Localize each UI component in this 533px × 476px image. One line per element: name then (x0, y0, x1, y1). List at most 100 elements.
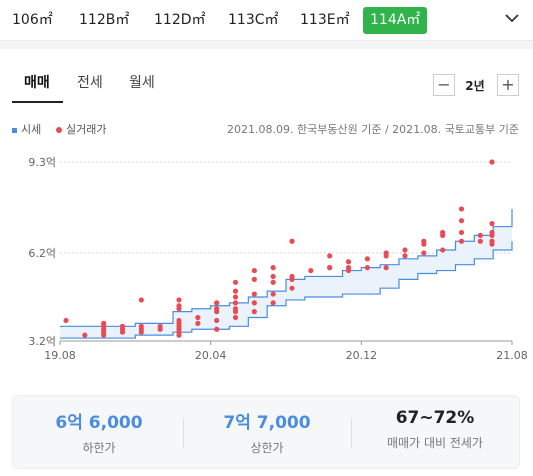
transaction-point (289, 276, 295, 282)
stat-jeonse-ratio: 67~72% 매매가 대비 전세가 (351, 408, 519, 451)
transaction-point (195, 320, 201, 326)
transaction-point (489, 229, 495, 236)
period-increase-button[interactable]: + (497, 74, 519, 96)
legend-transaction-swatch (56, 127, 62, 133)
period-decrease-button[interactable]: − (433, 74, 455, 96)
transaction-point (232, 300, 239, 306)
x-tick-label: 20.04 (195, 349, 227, 362)
transaction-point (364, 265, 370, 271)
transaction-point (345, 259, 352, 265)
size-tab-bar: 106㎡ 112B㎡ 112D㎡ 113C㎡ 113E㎡ 114A㎡ (0, 0, 533, 40)
y-tick-label: 6.2억 (28, 247, 56, 260)
size-tab-112b[interactable]: 112B㎡ (79, 12, 130, 28)
transaction-point (402, 247, 408, 253)
transaction-point (214, 326, 220, 332)
size-tab-114a[interactable]: 114A㎡ (363, 7, 428, 34)
legend-price-label: 시세 (21, 123, 42, 136)
transaction-point (458, 229, 465, 236)
transaction-point (138, 323, 144, 329)
y-tick-label: 3.2억 (28, 335, 56, 348)
transaction-point (251, 267, 257, 274)
summary-card: 6억 6,000 하한가 7억 7,000 상한가 67~72% 매매가 대비 … (12, 395, 520, 469)
tab-monthly-rent[interactable]: 월세 (129, 75, 155, 91)
transaction-point (364, 256, 370, 262)
transaction-point (232, 294, 239, 300)
transaction-point (195, 314, 201, 321)
transaction-point (232, 306, 239, 312)
price-band-area (60, 208, 512, 339)
transaction-point (270, 273, 276, 280)
transaction-point (327, 253, 333, 259)
transaction-point (176, 297, 182, 303)
transaction-point (458, 206, 465, 212)
x-tick-label: 21.08 (496, 349, 528, 362)
section-divider (0, 40, 533, 49)
transaction-point (63, 317, 69, 324)
stat-jeonse-ratio-label: 매매가 대비 전세가 (387, 436, 483, 450)
transaction-point (232, 288, 239, 294)
transaction-point (402, 253, 408, 259)
legend-transactions: 실거래가 (56, 121, 106, 137)
transaction-point (289, 285, 295, 291)
transaction-point (214, 306, 220, 312)
stat-upper-price-value: 7억 7,000 (223, 413, 311, 433)
transaction-point (176, 317, 182, 324)
transaction-point (270, 279, 276, 285)
transaction-point (383, 265, 389, 271)
legend-price: 시세 (12, 121, 41, 137)
transaction-point (345, 265, 352, 271)
transaction-point (251, 276, 257, 282)
transaction-point (327, 265, 333, 271)
transaction-point (270, 300, 276, 306)
transaction-point (308, 267, 314, 274)
stat-lower-price: 6억 6,000 하한가 (15, 408, 183, 456)
transaction-point (270, 291, 276, 297)
size-tab-106[interactable]: 106㎡ (12, 12, 53, 28)
stat-lower-price-value: 6억 6,000 (55, 413, 143, 433)
x-tick-label: 19.08 (44, 349, 76, 362)
stat-jeonse-ratio-value: 67~72% (395, 408, 475, 428)
transaction-point (176, 303, 182, 309)
transaction-point (477, 232, 483, 238)
transaction-point (289, 238, 295, 244)
transaction-point (458, 218, 465, 224)
tab-sale[interactable]: 매매 (24, 75, 50, 91)
transaction-point (489, 241, 495, 247)
chevron-down-icon[interactable] (505, 13, 519, 23)
size-tab-112d[interactable]: 112D㎡ (154, 12, 206, 28)
transaction-point (232, 279, 239, 285)
transaction-point (251, 291, 257, 297)
period-label: 2년 (465, 79, 485, 93)
transaction-point (138, 297, 144, 303)
transaction-point (270, 265, 276, 271)
transaction-point (440, 229, 446, 236)
size-tab-113e[interactable]: 113E㎡ (300, 12, 350, 28)
active-tab-indicator (12, 101, 63, 103)
stat-divider (183, 418, 184, 448)
transaction-point (489, 221, 495, 227)
x-tick-label: 20.12 (346, 349, 378, 362)
transaction-point (383, 250, 389, 256)
stat-upper-price-label: 상한가 (250, 441, 284, 455)
transaction-point (119, 323, 126, 329)
y-tick-label: 9.3억 (28, 156, 56, 169)
data-source-text: 2021.08.09. 한국부동산원 기준 / 2021.08. 국토교통부 기… (227, 123, 519, 136)
transaction-point (251, 300, 257, 306)
transaction-point (421, 250, 427, 256)
transaction-point (101, 320, 107, 326)
transaction-point (421, 238, 427, 244)
price-upper-line (60, 208, 513, 327)
transaction-point (157, 323, 163, 329)
stat-upper-price: 7억 7,000 상한가 (183, 408, 351, 456)
stat-lower-price-label: 하한가 (82, 441, 116, 455)
tab-jeonse[interactable]: 전세 (77, 75, 103, 91)
transaction-point (232, 314, 239, 321)
transaction-point (458, 238, 465, 244)
transaction-point (214, 300, 220, 306)
transaction-point (477, 238, 483, 244)
transaction-point (489, 159, 495, 165)
size-tab-113c[interactable]: 113C㎡ (228, 12, 279, 28)
price-lower-line (60, 241, 513, 339)
legend-price-swatch (12, 127, 17, 133)
